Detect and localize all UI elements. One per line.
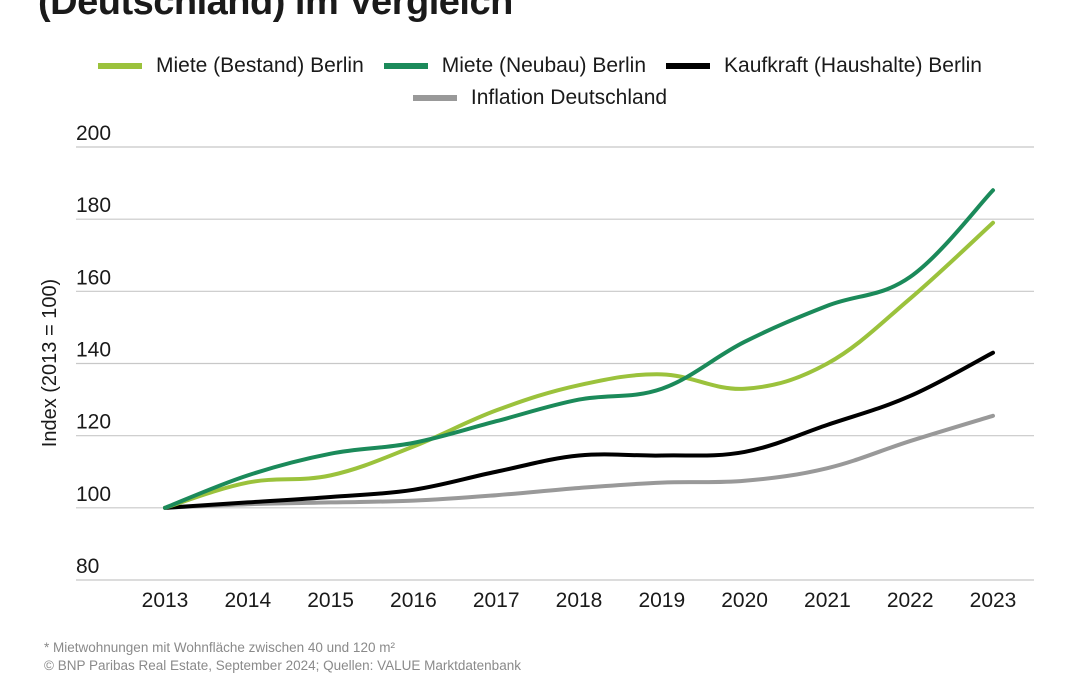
x-tick-label-2018: 2018 xyxy=(556,589,603,612)
legend: Miete (Bestand) Berlin Miete (Neubau) Be… xyxy=(0,50,1080,114)
y-tick-label-200: 200 xyxy=(76,122,111,145)
x-tick-label-2015: 2015 xyxy=(307,589,354,612)
y-tick-label-100: 100 xyxy=(76,483,111,506)
x-tick-label-2023: 2023 xyxy=(970,589,1017,612)
x-tick-label-2016: 2016 xyxy=(390,589,437,612)
x-tick-label-2021: 2021 xyxy=(804,589,851,612)
x-tick-label-2013: 2013 xyxy=(142,589,189,612)
footer-note: * Mietwohnungen mit Wohnfläche zwischen … xyxy=(44,640,395,655)
legend-row-1: Miete (Bestand) Berlin Miete (Neubau) Be… xyxy=(0,50,1080,82)
legend-item-miete-bestand: Miete (Bestand) Berlin xyxy=(98,54,364,78)
series-line-miete-bestand-berlin xyxy=(163,220,995,510)
x-tick-label-2020: 2020 xyxy=(721,589,768,612)
legend-label-inflation: Inflation Deutschland xyxy=(470,86,668,109)
y-tick-label-80: 80 xyxy=(76,555,99,578)
x-tick-label-2019: 2019 xyxy=(638,589,685,612)
legend-label-kaufkraft: Kaufkraft (Haushalte) Berlin xyxy=(724,54,982,77)
legend-item-kaufkraft: Kaufkraft (Haushalte) Berlin xyxy=(666,54,982,78)
footer-source: © BNP Paribas Real Estate, September 202… xyxy=(44,658,521,673)
legend-item-inflation: Inflation Deutschland xyxy=(412,86,668,110)
legend-swatch-miete-bestand xyxy=(98,63,142,69)
legend-swatch-inflation xyxy=(412,95,457,101)
legend-swatch-miete-neubau xyxy=(383,63,428,69)
x-tick-label-2022: 2022 xyxy=(887,589,934,612)
legend-row-2: Inflation Deutschland xyxy=(0,82,1080,114)
chart-title: (Deutschland) im Vergleich xyxy=(38,0,513,23)
y-axis-label: Index (2013 = 100) xyxy=(39,279,61,447)
x-tick-label-2017: 2017 xyxy=(473,589,520,612)
y-tick-label-140: 140 xyxy=(76,339,111,362)
series-line-inflation-deutschland xyxy=(163,413,995,510)
legend-item-miete-neubau: Miete (Neubau) Berlin xyxy=(383,54,647,78)
y-tick-label-160: 160 xyxy=(76,266,111,289)
y-tick-label-120: 120 xyxy=(76,411,111,434)
legend-swatch-kaufkraft xyxy=(666,63,711,69)
x-tick-label-2014: 2014 xyxy=(224,589,271,612)
legend-label-miete-neubau: Miete (Neubau) Berlin xyxy=(441,54,647,77)
y-tick-label-180: 180 xyxy=(76,194,111,217)
legend-label-miete-bestand: Miete (Bestand) Berlin xyxy=(156,54,364,77)
series-line-miete-neubau-berlin xyxy=(163,188,995,510)
series-line-kaufkraft-haushalte-berlin xyxy=(163,350,995,510)
